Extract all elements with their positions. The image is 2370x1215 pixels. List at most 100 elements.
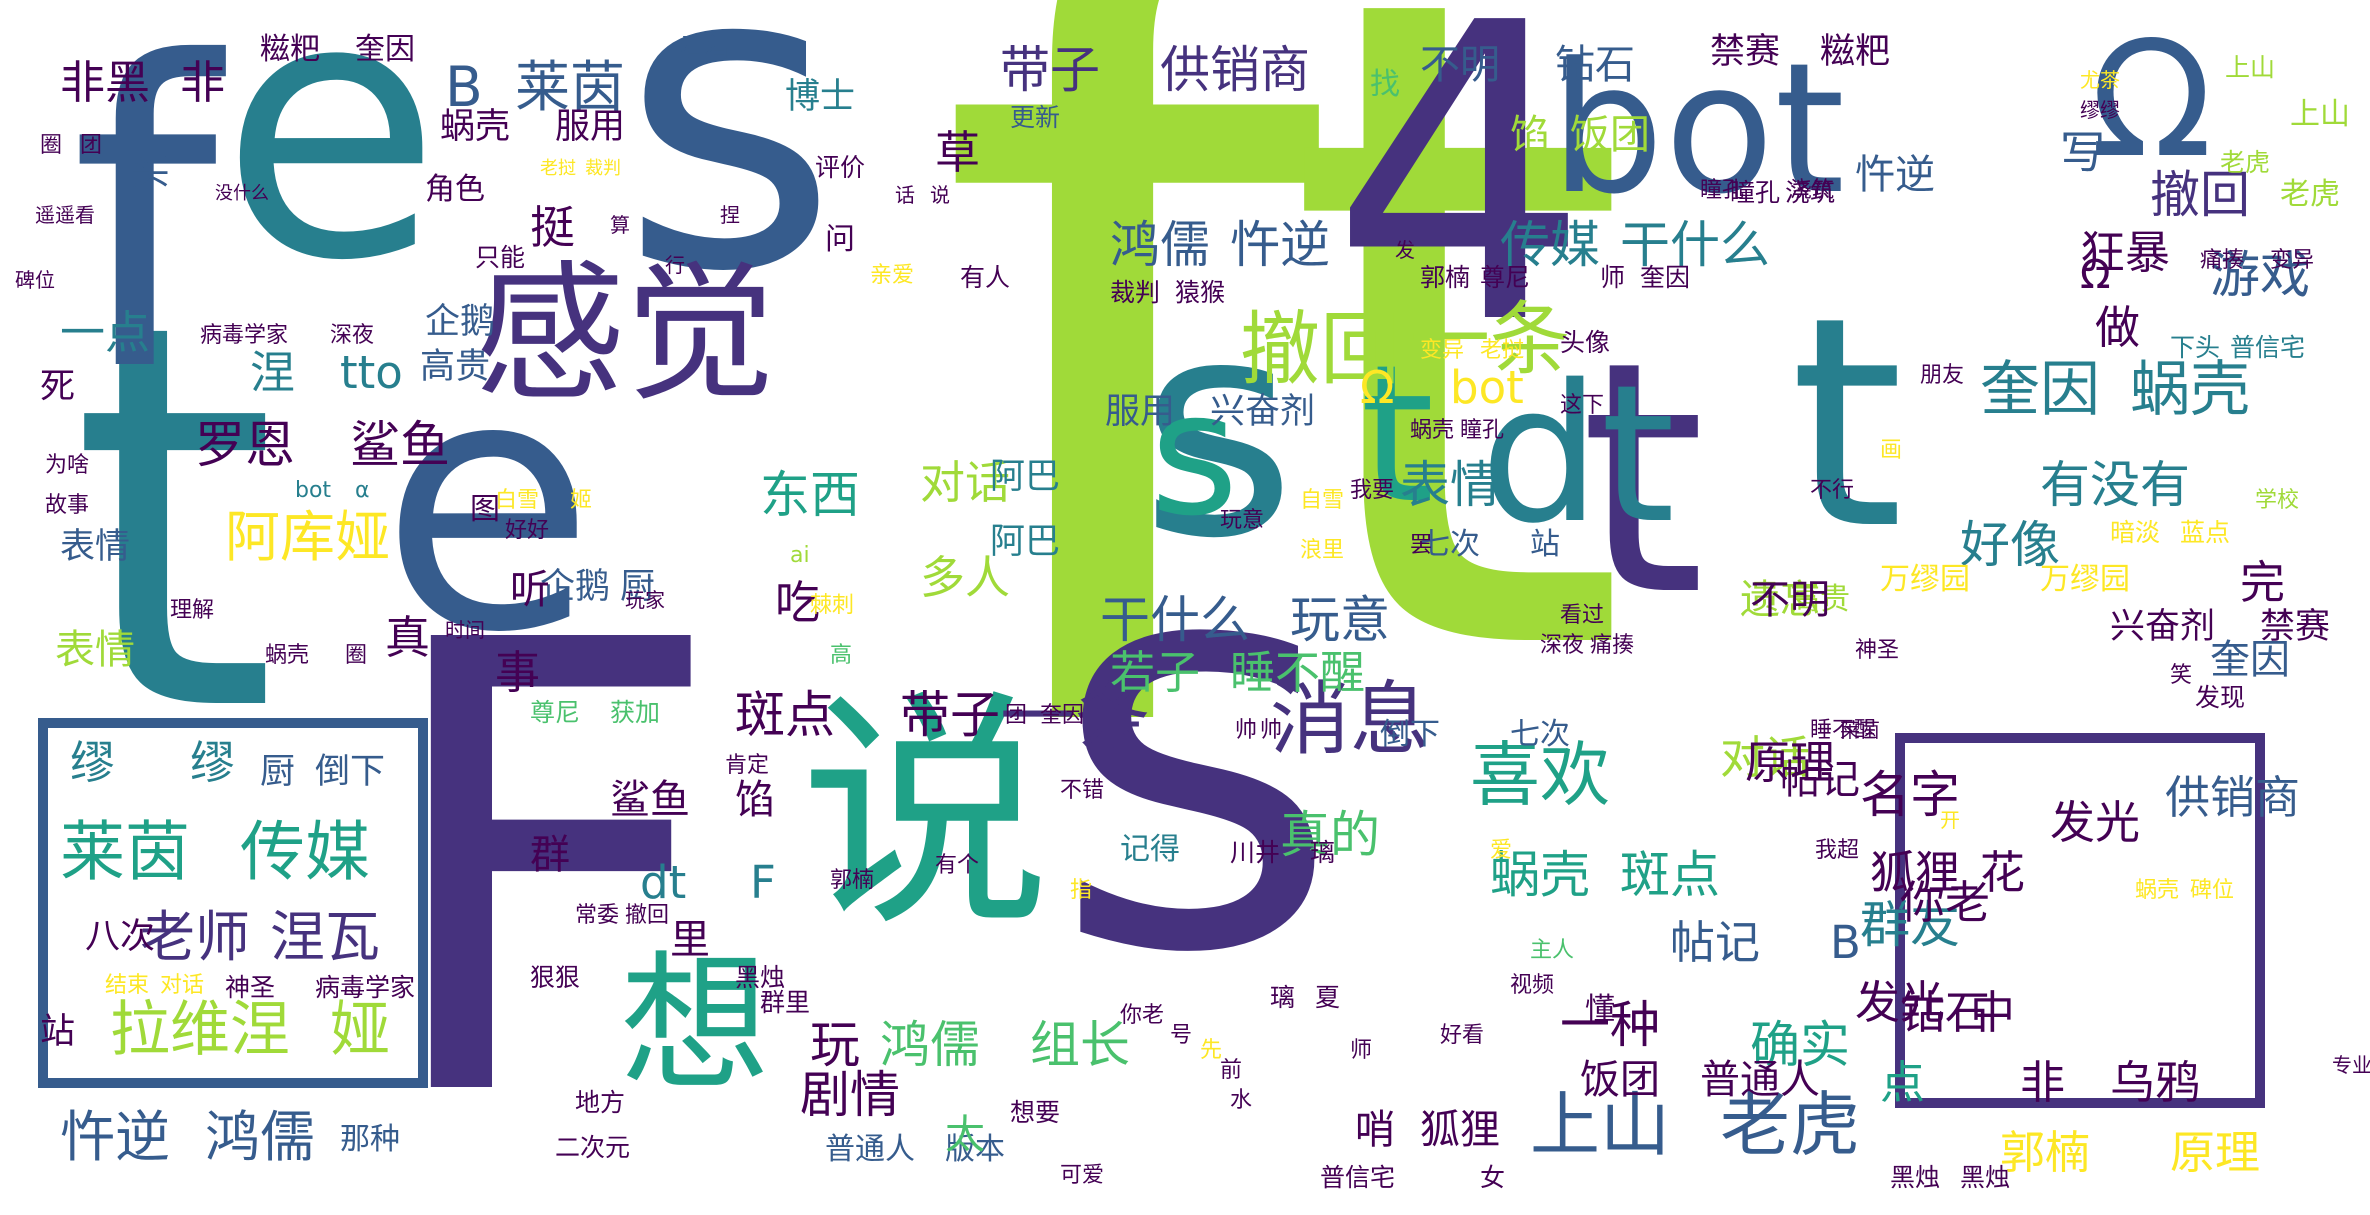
word-134: 黑烛 [1890, 1163, 1941, 1192]
word-47: 非黑 [60, 56, 151, 109]
word-293: 罢 [1410, 533, 1433, 558]
word-31: 传媒 [240, 815, 371, 890]
word-34: 老师 [140, 905, 251, 969]
word-163: 老挝 [1480, 338, 1525, 363]
word-222: 算 [610, 213, 630, 237]
word-89: 乌鸦 [2110, 1056, 2201, 1109]
word-2: e [220, 0, 442, 339]
word-36: 阿库娅 [225, 505, 391, 569]
word-75: 一种 [1560, 996, 1660, 1054]
word-14: bot [1550, 25, 1845, 234]
word-180: 高 [830, 643, 853, 668]
word-62: 缪 [190, 736, 236, 789]
word-45: B [445, 55, 483, 119]
word-118: 站 [1530, 527, 1560, 562]
word-215: α [355, 478, 370, 503]
word-184: 肯定 [725, 753, 770, 778]
word-101: 狐狸 [1420, 1107, 1500, 1153]
word-70: 群友 [1860, 896, 1960, 954]
word-249: 对话 [920, 456, 1011, 509]
word-153: 有人 [960, 263, 1011, 292]
word-56: 带子 [900, 686, 1000, 744]
word-265: 上山 [2225, 53, 2276, 82]
word-292: 站 [40, 1012, 76, 1052]
word-250: 多人 [920, 551, 1011, 604]
word-124: 禁赛 [2260, 607, 2331, 647]
word-119: 倒下 [1380, 717, 1440, 752]
word-137: 璃 [1310, 838, 1336, 867]
word-284: 先 [1200, 1038, 1223, 1063]
word-115: 兴奋剂 [1210, 392, 1316, 432]
word-95: 里 [670, 917, 710, 963]
word-144: 对话 [160, 973, 205, 998]
word-156: 猿猴 [1175, 278, 1226, 307]
word-248: 企鹅 [425, 302, 496, 342]
word-114: 服用 [555, 107, 626, 147]
word-198: 前 [1220, 1058, 1243, 1083]
word-261: 钻石 [1900, 986, 1991, 1039]
word-233: 草 [935, 126, 981, 179]
word-55: 斑点 [735, 686, 835, 744]
word-201: 碑位 [2190, 878, 2235, 903]
word-109: 馅 [1510, 112, 1550, 158]
word-297: 画 [1880, 438, 1903, 463]
word-151: 角色 [425, 172, 485, 207]
word-287: 不错 [1060, 778, 1105, 803]
word-133: 女 [1480, 1163, 1506, 1192]
word-175: 痛揍 [2200, 248, 2245, 273]
word-271: 棘刺 [810, 593, 855, 618]
word-15: Ω [2090, 6, 2213, 193]
word-110: 饭团 [1570, 112, 1650, 158]
word-84: 花 [1980, 846, 2026, 899]
word-0: f [930, 0, 1325, 982]
word-30: 莱茵 [60, 815, 191, 890]
word-278: 你老 [1120, 1003, 1165, 1028]
word-208: 为啥 [45, 453, 90, 478]
word-266: 老虎 [2220, 148, 2271, 177]
word-282: 专业 [2332, 1053, 2370, 1077]
word-38: 表情 [1400, 456, 1500, 514]
word-280: 我超 [1815, 838, 1860, 863]
word-104: 帖记 [1670, 916, 1761, 969]
word-286: 不行 [1810, 478, 1855, 503]
word-148: 更新 [1010, 103, 1061, 132]
word-102: 饭团 [1580, 1057, 1660, 1103]
word-285: 爱 [1490, 838, 1513, 863]
word-145: 糍粑 [260, 32, 320, 67]
word-170: 痛揍 [1590, 633, 1635, 658]
word-147: 看着 [680, 33, 731, 62]
word-191: 可爱 [1060, 1163, 1105, 1188]
word-176: 变异 [2270, 248, 2315, 273]
word-295: 神圣 [1855, 638, 1900, 663]
word-268: 缪缪 [2080, 98, 2120, 122]
word-246: 图 [470, 492, 500, 527]
word-123: 兴奋剂 [2110, 607, 2216, 647]
word-273: 碑位 [15, 268, 55, 292]
word-111: 禁赛 [1710, 32, 1781, 72]
word-22: 撤回 [1240, 303, 1400, 396]
word-136: 川井 [1230, 838, 1281, 867]
word-143: 结束 [105, 973, 150, 998]
word-141: 病毒学家 [315, 973, 416, 1002]
word-235: 狂暴 [2080, 226, 2171, 279]
word-52: 好像 [1960, 516, 2060, 574]
word-251: 阿巴 [990, 457, 1061, 497]
word-149: 评价 [815, 153, 866, 182]
word-139: 黑烛 [735, 963, 786, 992]
word-155: 裁判 [1110, 278, 1161, 307]
word-254: 遗忘 [1740, 577, 1820, 623]
word-77: 原理 [2170, 1126, 2261, 1179]
word-259: 帖记 [1780, 757, 1860, 803]
word-81: Ω [1360, 361, 1395, 414]
word-58: 睡不醒 [1230, 646, 1366, 699]
word-216: ai [790, 543, 810, 568]
word-237: 做 [2095, 301, 2141, 354]
word-226: 捏 [720, 203, 740, 227]
word-183: 奎因 [1040, 703, 1085, 728]
word-206: 蜗壳 [265, 643, 310, 668]
word-33: 娅 [330, 995, 390, 1065]
word-94: 群 [530, 832, 570, 878]
word-7: F [370, 513, 727, 1215]
word-4: t [70, 211, 278, 828]
